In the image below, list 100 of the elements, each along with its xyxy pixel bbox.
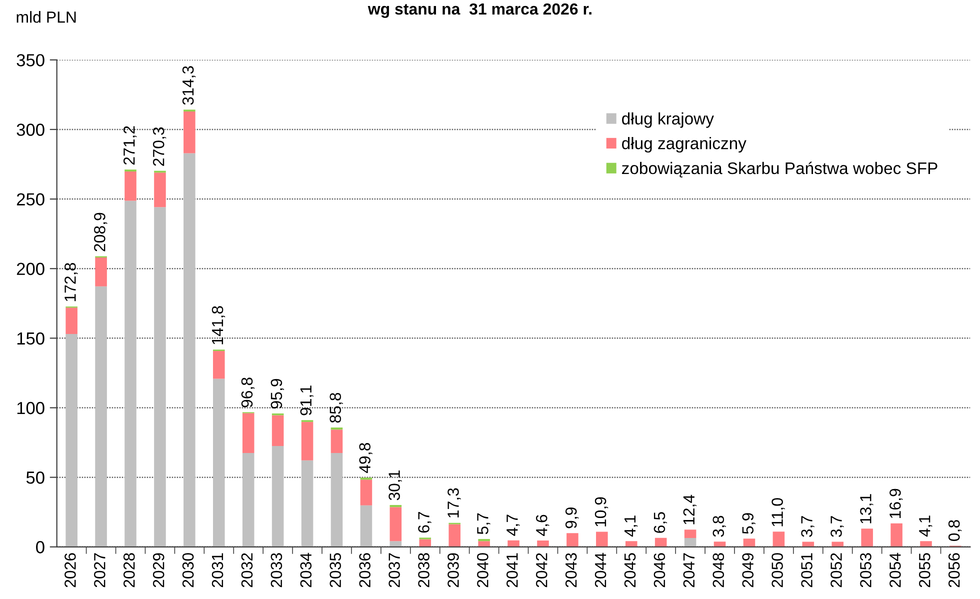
x-tick-label: 2056 [948,553,960,588]
total-label: 4,1 [919,516,932,537]
total-label: 30,1 [388,470,402,500]
x-tick-label: 2045 [624,553,636,588]
total-label: 0,8 [948,520,962,541]
bar [802,542,814,547]
bar [212,350,225,379]
x-tick-label: 2027 [94,553,106,588]
x-tick-label: 2048 [712,553,724,588]
total-label: 95,9 [270,378,284,409]
x-tick-label: 2052 [830,553,842,588]
bar [360,480,372,506]
bar [714,542,726,547]
x-tick-label: 2053 [860,553,872,588]
x-tick-label: 2038 [418,553,430,588]
x-tick-label: 2044 [594,552,606,588]
bar [832,542,844,547]
bar [184,153,196,547]
total-label: 6,5 [654,512,668,533]
total-label: 3,8 [712,516,726,537]
bar [212,378,225,547]
bar [330,452,343,547]
bar [66,334,78,547]
bar [478,541,490,547]
x-tick-label: 2043 [565,553,577,588]
legend-label: dług zagraniczny [622,137,746,153]
total-label: 13,1 [860,494,874,524]
bar [272,446,284,547]
y-tick-label: 100 [17,402,44,414]
bar [566,533,578,547]
total-label: 314,3 [182,66,196,105]
x-tick-label: 2051 [801,553,812,588]
legend-label: dług krajowy [622,112,714,128]
x-tick-label: 2047 [683,553,695,588]
bar [537,540,549,547]
legend-label: zobowiązania Skarbu Państwa wobec SFP [622,162,938,178]
total-label: 49,8 [359,443,372,474]
bar [242,413,254,453]
total-label: 16,9 [890,488,903,518]
x-tick-label: 2033 [270,553,282,588]
x-tick-label: 2030 [182,553,194,588]
bar [154,172,166,208]
bar [890,523,902,547]
bar [772,532,785,547]
y-tick-label: 150 [17,332,44,345]
bar [124,171,136,201]
bar [124,200,136,547]
bar [95,257,107,286]
bar [596,532,608,547]
total-label: 11,0 [772,498,785,526]
y-tick-label: 300 [16,124,44,136]
total-label: 10,9 [594,497,608,526]
bar [360,505,372,547]
total-label: 6,7 [418,512,432,533]
bar [301,460,314,547]
bar [154,207,166,547]
bar [242,452,254,547]
x-tick-label: 2049 [742,553,754,588]
bar [390,507,402,542]
bar [684,530,696,538]
bar [478,538,490,542]
total-label: 96,8 [241,378,255,408]
total-label: 5,7 [477,513,490,534]
y-tick-label: 250 [16,193,44,206]
bar [684,538,696,547]
bar [419,539,432,547]
total-label: 141,8 [212,306,226,344]
x-tick-label: 2028 [123,553,135,588]
total-label: 172,8 [64,263,78,302]
bar [861,528,873,547]
bar [390,541,402,547]
x-tick-label: 2050 [772,553,783,588]
total-label: 17,3 [448,488,461,518]
total-label: 4,1 [624,516,638,537]
bar [66,308,78,334]
y-axis-title: mld PLN [16,11,76,23]
y-tick-label: 0 [36,541,44,554]
x-tick-label: 2054 [890,552,901,588]
bar [654,538,667,547]
y-tick-label: 50 [26,471,44,484]
x-tick-label: 2035 [330,553,342,588]
bar [95,286,107,547]
y-tick-label: 350 [16,54,44,66]
x-tick-label: 2046 [654,553,666,588]
total-label: 12,4 [683,494,696,524]
y-tick-label: 200 [16,262,44,276]
x-tick-label: 2029 [152,553,164,588]
x-tick-label: 2036 [359,553,370,588]
bar [272,415,284,446]
bar [508,540,520,547]
total-label: 4,7 [506,514,520,536]
x-tick-label: 2031 [212,553,224,588]
x-tick-label: 2034 [300,552,312,588]
bar [301,422,314,460]
x-tick-label: 2055 [918,553,930,588]
x-tick-label: 2039 [448,553,459,588]
bar [743,538,756,547]
total-label: 5,9 [742,513,756,534]
total-label: 4,6 [536,514,550,536]
x-tick-label: 2032 [241,553,253,588]
